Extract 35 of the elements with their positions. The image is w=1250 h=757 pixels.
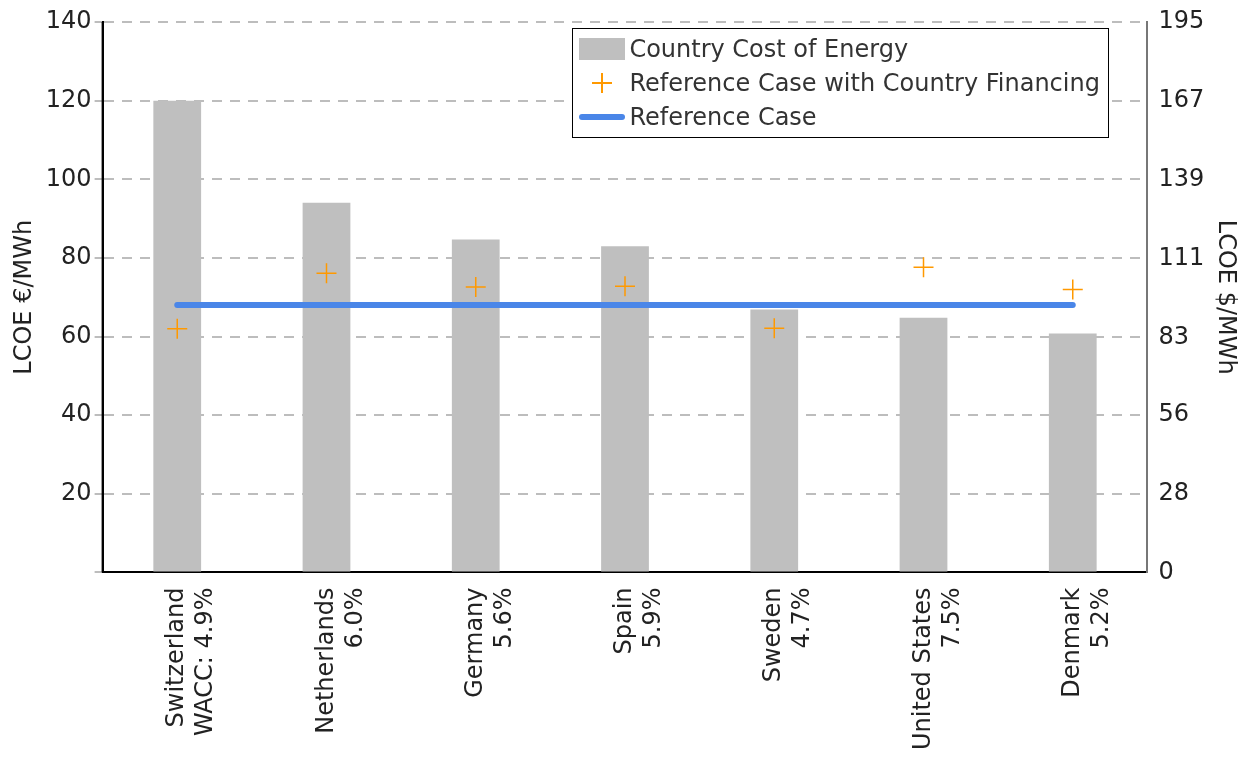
legend-label: Country Cost of Energy xyxy=(629,34,909,65)
bar xyxy=(750,309,799,572)
y2-tick-label: 83 xyxy=(1158,322,1189,351)
y2-axis-title: LCOE $/MWh xyxy=(1213,219,1242,375)
y2-tick-label: 28 xyxy=(1158,477,1189,506)
y2-tick-label: 111 xyxy=(1158,243,1205,272)
y2-tick-label: 139 xyxy=(1158,164,1205,193)
point xyxy=(315,262,338,285)
y-tick-label: 40 xyxy=(61,399,92,428)
point xyxy=(1062,278,1084,301)
point xyxy=(763,317,786,340)
x-tick-label: United States 7.5% xyxy=(907,587,965,750)
y2-tick-label: 195 xyxy=(1158,6,1205,35)
x-tick-label: Spain 5.9% xyxy=(609,587,667,655)
y-tick-label: 140 xyxy=(45,6,92,35)
legend-label: Reference Case xyxy=(629,102,817,133)
y2-tick-label: 56 xyxy=(1158,398,1189,427)
x-tick-label: Sweden 4.7% xyxy=(758,587,816,683)
y-tick-label: 100 xyxy=(45,163,92,192)
y-tick-label: 80 xyxy=(61,242,92,271)
y2-tick-label: 167 xyxy=(1158,85,1205,114)
point xyxy=(465,276,487,298)
legend-label: Reference Case with Country Financing xyxy=(629,68,1100,99)
y-tick-label: 60 xyxy=(61,320,92,349)
x-tick-label: Denmark 5.2% xyxy=(1057,587,1114,698)
y-axis-title: LCOE €/MWh xyxy=(8,219,37,375)
y-tick-label: 120 xyxy=(45,84,92,113)
y-tick-label: 20 xyxy=(61,478,92,507)
point xyxy=(912,256,935,279)
x-tick-label: Germany 5.6% xyxy=(459,587,517,698)
point xyxy=(614,275,636,297)
x-tick-label: Switzerland WACC: 4.9% xyxy=(161,587,219,737)
x-tick-label: Netherlands 6.0% xyxy=(310,587,368,734)
point xyxy=(166,317,188,340)
y2-tick-label: 0 xyxy=(1158,556,1174,585)
